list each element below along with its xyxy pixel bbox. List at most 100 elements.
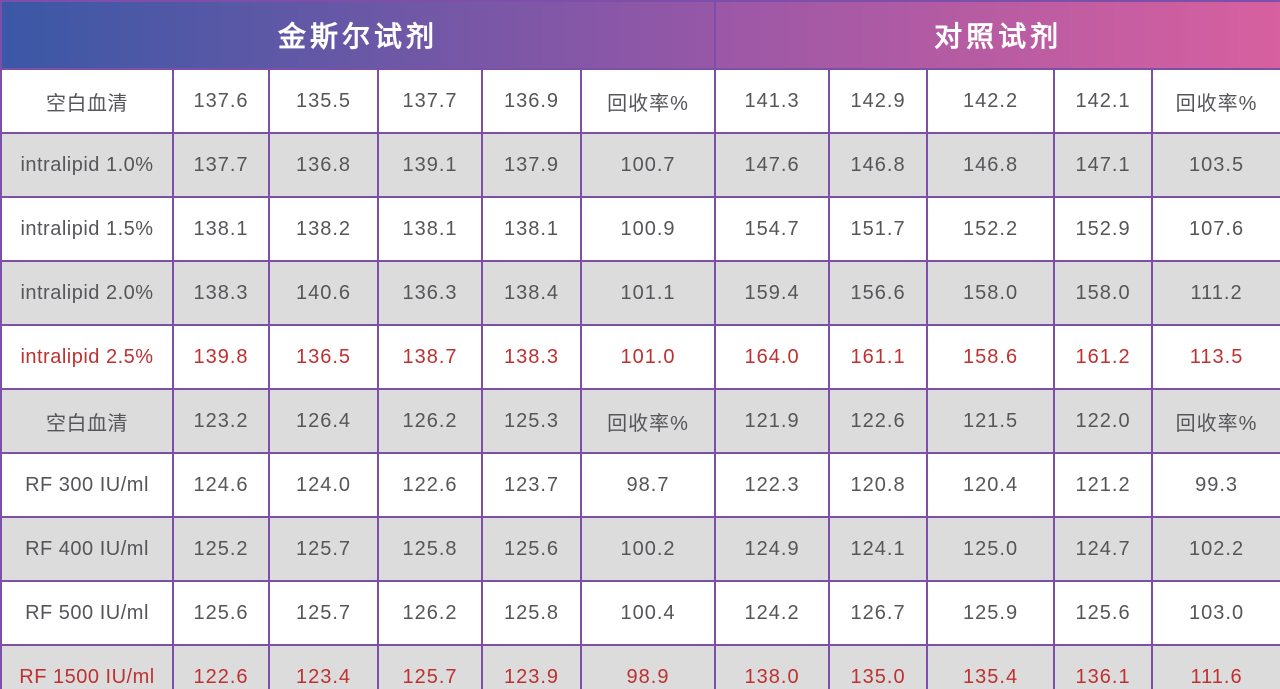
cell-value: 126.2	[377, 580, 483, 646]
cell-value: 137.7	[377, 68, 483, 134]
cell-value: 125.6	[172, 580, 270, 646]
row-label: intralipid 1.5%	[0, 196, 174, 262]
row-label: intralipid 1.0%	[0, 132, 174, 198]
cell-value: 124.7	[1053, 516, 1154, 582]
row-label: RF 300 IU/ml	[0, 452, 174, 518]
cell-value: 136.1	[1053, 644, 1154, 689]
cell-value: 回收率%	[579, 388, 717, 454]
row-label: 空白血清	[0, 388, 174, 454]
cell-value: 139.8	[172, 324, 270, 390]
table-row: intralipid 2.5% 139.8 136.5 138.7 138.3 101.0…	[0, 324, 1280, 390]
cell-value: 100.7	[579, 132, 717, 198]
cell-value: 100.2	[579, 516, 717, 582]
cell-value: 125.6	[1053, 580, 1154, 646]
row-label: intralipid 2.5%	[0, 324, 174, 390]
cell-value: 135.5	[268, 68, 379, 134]
cell-value: 103.0	[1151, 580, 1280, 646]
cell-value: 126.2	[377, 388, 483, 454]
cell-value: 138.0	[714, 644, 831, 689]
cell-value: 154.7	[714, 196, 831, 262]
cell-value: 125.0	[926, 516, 1056, 582]
cell-value: 135.0	[828, 644, 929, 689]
cell-value: 138.7	[377, 324, 483, 390]
cell-value: 138.1	[481, 196, 582, 262]
cell-value: 120.4	[926, 452, 1056, 518]
cell-value: 103.5	[1151, 132, 1280, 198]
cell-value: 122.6	[377, 452, 483, 518]
cell-value: 140.6	[268, 260, 379, 326]
cell-value: 123.4	[268, 644, 379, 689]
table-row: RF 500 IU/ml 125.6 125.7 126.2 125.8 100.4 124…	[0, 580, 1280, 646]
cell-value: 142.2	[926, 68, 1056, 134]
cell-value: 125.8	[481, 580, 582, 646]
cell-value: 158.0	[1053, 260, 1154, 326]
cell-value: 159.4	[714, 260, 831, 326]
cell-value: 136.3	[377, 260, 483, 326]
cell-value: 120.8	[828, 452, 929, 518]
cell-value: 164.0	[714, 324, 831, 390]
cell-value: 137.9	[481, 132, 582, 198]
cell-value: 142.1	[1053, 68, 1154, 134]
cell-value: 124.9	[714, 516, 831, 582]
cell-value: 100.9	[579, 196, 717, 262]
cell-value: 126.4	[268, 388, 379, 454]
cell-value: 126.7	[828, 580, 929, 646]
row-label: intralipid 2.0%	[0, 260, 174, 326]
cell-value: 146.8	[828, 132, 929, 198]
cell-value: 141.3	[714, 68, 831, 134]
cell-value: 101.0	[579, 324, 717, 390]
header-row: 金斯尔试剂 对照试剂	[0, 0, 1280, 70]
cell-value: 152.9	[1053, 196, 1154, 262]
table-row: intralipid 1.5% 138.1 138.2 138.1 138.1 100.9…	[0, 196, 1280, 262]
cell-value: 136.5	[268, 324, 379, 390]
cell-value: 98.9	[579, 644, 717, 689]
cell-value: 113.5	[1151, 324, 1280, 390]
cell-value: 124.1	[828, 516, 929, 582]
cell-value: 138.2	[268, 196, 379, 262]
cell-value: 123.2	[172, 388, 270, 454]
cell-value: 124.2	[714, 580, 831, 646]
cell-value: 99.3	[1151, 452, 1280, 518]
cell-value: 146.8	[926, 132, 1056, 198]
row-label: RF 400 IU/ml	[0, 516, 174, 582]
cell-value: 101.1	[579, 260, 717, 326]
header-group-control-reagent: 对照试剂	[714, 0, 1280, 70]
cell-value: 122.6	[172, 644, 270, 689]
row-label: RF 1500 IU/ml	[0, 644, 174, 689]
row-label: 空白血清	[0, 68, 174, 134]
table-row: 空白血清 137.6 135.5 137.7 136.9 回收率% 141.3 142.9 14…	[0, 68, 1280, 134]
cell-value: 102.2	[1151, 516, 1280, 582]
cell-value: 121.9	[714, 388, 831, 454]
cell-value: 161.1	[828, 324, 929, 390]
cell-value: 回收率%	[579, 68, 717, 134]
table-row: RF 1500 IU/ml 122.6 123.4 125.7 123.9 98.9 138…	[0, 644, 1280, 689]
cell-value: 138.3	[172, 260, 270, 326]
table-row: intralipid 1.0% 137.7 136.8 139.1 137.9 100.7…	[0, 132, 1280, 198]
table-row: RF 400 IU/ml 125.2 125.7 125.8 125.6 100.2 124…	[0, 516, 1280, 582]
cell-value: 125.3	[481, 388, 582, 454]
cell-value: 152.2	[926, 196, 1056, 262]
cell-value: 156.6	[828, 260, 929, 326]
cell-value: 125.6	[481, 516, 582, 582]
cell-value: 137.7	[172, 132, 270, 198]
cell-value: 161.2	[1053, 324, 1154, 390]
cell-value: 136.9	[481, 68, 582, 134]
cell-value: 121.5	[926, 388, 1056, 454]
cell-value: 125.7	[377, 644, 483, 689]
cell-value: 124.0	[268, 452, 379, 518]
cell-value: 147.1	[1053, 132, 1154, 198]
table-body: 空白血清 137.6 135.5 137.7 136.9 回收率% 141.3 142.9 14…	[0, 68, 1280, 689]
cell-value: 98.7	[579, 452, 717, 518]
cell-value: 158.6	[926, 324, 1056, 390]
table-row: intralipid 2.0% 138.3 140.6 136.3 138.4 101.1…	[0, 260, 1280, 326]
cell-value: 111.6	[1151, 644, 1280, 689]
cell-value: 142.9	[828, 68, 929, 134]
cell-value: 回收率%	[1151, 388, 1280, 454]
cell-value: 139.1	[377, 132, 483, 198]
cell-value: 147.6	[714, 132, 831, 198]
table-row: 空白血清 123.2 126.4 126.2 125.3 回收率% 121.9 122.6 12…	[0, 388, 1280, 454]
cell-value: 122.6	[828, 388, 929, 454]
table-row: RF 300 IU/ml 124.6 124.0 122.6 123.7 98.7 122.…	[0, 452, 1280, 518]
cell-value: 138.1	[377, 196, 483, 262]
